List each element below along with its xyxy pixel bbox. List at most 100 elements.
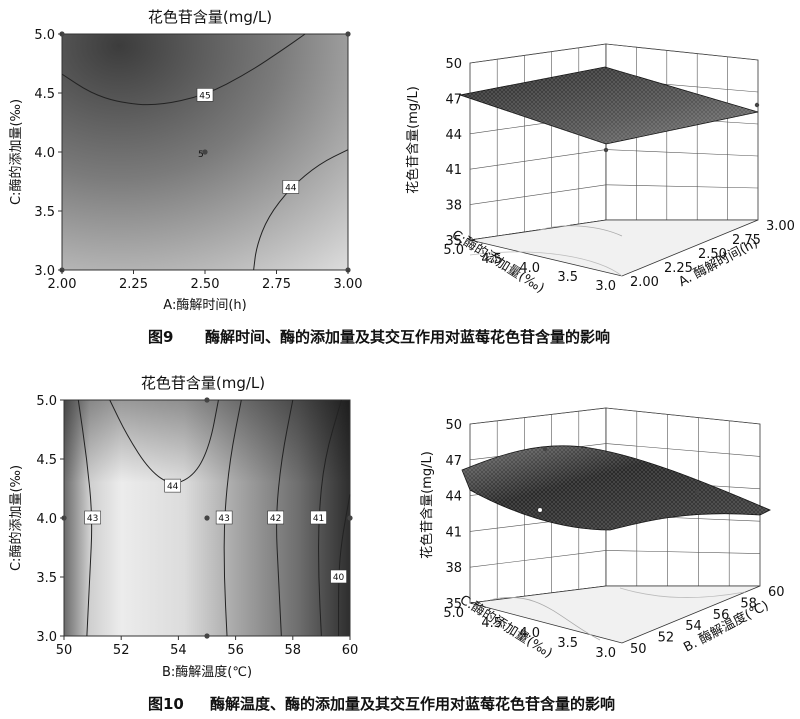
fig9-x3d-tick-label: 2.00 [630, 275, 659, 290]
fig10-y-tick-label: 4.5 [36, 453, 57, 468]
fig10-wall-gridline [469, 407, 607, 425]
fig10-contour-label: 44 [167, 482, 179, 492]
fig10-floor [469, 585, 761, 644]
fig10-x3d-tick-label: 58 [740, 596, 757, 611]
fig9-y-axis-label: C:酶的添加量(‰) [8, 99, 24, 205]
fig9-design-point [345, 31, 351, 37]
fig9-wall-gridline [605, 149, 759, 157]
fig9-center-label: 5 [198, 150, 204, 160]
fig9-x-tick-label: 2.00 [48, 277, 77, 292]
fig9-y3d-tick-label: 4.5 [481, 252, 502, 267]
fig9-z-ticks: 35 38 41 44 47 50 [445, 57, 462, 249]
fig9-z-tick-label: 47 [445, 92, 462, 107]
fig10-contour-line [276, 399, 294, 637]
fig10-contour-lines: 44 43 43 42 41 40 [77, 399, 351, 637]
fig9-x3d-tick-label: 2.25 [664, 261, 693, 276]
fig10-contour-line [223, 399, 242, 637]
fig10-contour-label: 43 [87, 514, 98, 524]
fig9-contour-line [253, 149, 349, 271]
fig10-contour-label: 40 [333, 573, 345, 583]
fig9-design-point [202, 149, 208, 155]
fig9-caption-text: 酶解时间、酶的添加量及其交互作用对蓝莓花色苷含量的影响 [205, 328, 610, 346]
fig9-surface-point [603, 147, 609, 153]
fig10-y-tick-label: 3.0 [36, 630, 57, 645]
fig10-floor-contour [489, 597, 601, 641]
fig10-z-tick-label: 47 [445, 454, 462, 469]
fig9-y-tick-label: 3.5 [34, 205, 55, 220]
fig10-x-tick-label: 58 [285, 643, 302, 658]
fig9-wall-gridline [605, 184, 759, 189]
fig10-z-tick-label: 35 [445, 597, 462, 612]
fig9-floor-contour [539, 225, 623, 237]
fig9-z-axis-label: 花色苷含量(mg/L) [405, 86, 421, 194]
fig10-y3d-tick-label: 5.0 [443, 606, 464, 621]
fig9-contour-label-box [282, 180, 300, 194]
fig9-x-ticks-3d: 2.00 2.25 2.50 2.75 3.00 [630, 219, 795, 290]
fig9-wall-gridline [469, 149, 607, 170]
fig10-wall-gridline [605, 407, 761, 425]
fig10-design-point [204, 633, 210, 639]
fig10-y-tick-label: 4.0 [36, 512, 57, 527]
fig9-x-ticks: 2.00 2.25 2.50 2.75 3.00 [48, 270, 362, 292]
fig9-x-tick-label: 2.25 [119, 277, 148, 292]
fig9-y-ticks-3d: 5.0 4.5 4.0 3.5 3.0 [443, 243, 616, 294]
fig10-contour-plot: 花色苷含量(mg/L) 44 43 43 42 41 40 50 52 54 56 58 60 3.… [8, 374, 358, 680]
fig10-caption-number: 图10 [148, 695, 184, 713]
fig10-x-ticks: 50 52 54 56 58 60 [56, 636, 359, 658]
fig10-y-tick-label: 3.5 [36, 571, 57, 586]
fig10-surface-plot: 35 38 41 44 47 50 50 52 54 56 58 60 5.0 4.5 4.0 3.5 3.… [419, 407, 785, 661]
fig9-contour-line [61, 33, 306, 106]
fig10-design-point [204, 515, 210, 521]
fig10-floor-contour-2 [619, 587, 746, 598]
fig9-contour-lines: 45 44 [61, 33, 349, 271]
fig10-wall-gridline [605, 443, 761, 457]
fig9-floor [469, 219, 759, 277]
fig9-surface-point [754, 102, 760, 108]
fig10-contour-label-box [215, 510, 233, 525]
fig10-wall-gridline [605, 550, 761, 554]
fig9-y3d-tick-label: 3.5 [557, 270, 578, 285]
fig9-contour-label-box [196, 88, 214, 102]
fig10-x3d-tick-label: 56 [713, 608, 730, 623]
fig10-x-axis-label: B:酶解温度(℃) [162, 664, 252, 680]
fig9-contour-label: 45 [199, 91, 210, 101]
fig9-y3d-tick-label: 5.0 [443, 243, 464, 258]
fig9-y3d-tick-label: 4.0 [519, 261, 540, 276]
fig10-contour-label-box [310, 510, 327, 525]
fig10-x-tick-label: 52 [113, 643, 130, 658]
fig9-wall-gridline [469, 43, 607, 64]
fig10-contour-line [338, 494, 351, 636]
fig9-caption-number: 图9 [148, 328, 173, 346]
fig9-x-tick-label: 2.50 [191, 277, 220, 292]
fig9-y-ticks: 3.0 3.5 4.0 4.5 5.0 [34, 28, 62, 279]
fig10-wall-gridline [469, 550, 607, 568]
fig10-contour-label: 42 [270, 514, 281, 524]
fig9-wall-gridline [469, 184, 607, 205]
fig9-surface-plot: 35 38 41 44 47 50 2.00 2.25 2.50 2.75 3.00 5.0 4.5… [405, 43, 795, 296]
fig10-y-ticks-3d: 5.0 4.5 4.0 3.5 3.0 [443, 606, 616, 661]
fig10-y3d-tick-label: 3.0 [595, 646, 616, 661]
fig10-x-tick-label: 50 [56, 643, 73, 658]
fig10-contour-label: 41 [313, 514, 324, 524]
fig9-z-tick-label: 44 [445, 128, 462, 143]
fig10-surface-point [542, 446, 548, 452]
fig10-x-ticks-3d: 50 52 54 56 58 60 [630, 585, 785, 657]
fig9-y3d-tick-label: 3.0 [595, 279, 616, 294]
fig10-x-tick-label: 60 [342, 643, 359, 658]
fig10-z-tick-label: 50 [445, 418, 462, 433]
fig10-contour-line [318, 399, 342, 637]
fig10-surface-point [694, 489, 700, 495]
fig10-design-point [204, 397, 210, 403]
fig10-y-axis-label: C:酶的添加量(‰) [8, 465, 24, 571]
fig10-x3d-tick-label: 54 [685, 619, 702, 634]
fig10-contour-label-box [267, 510, 284, 525]
fig9-wall-gridline [605, 43, 759, 61]
fig10-z-tick-label: 44 [445, 490, 462, 505]
fig10-contour-line [109, 399, 219, 484]
fig10-contour-line [77, 399, 93, 637]
fig9-y-tick-label: 4.0 [34, 146, 55, 161]
fig10-z-axis-label: 花色苷含量(mg/L) [419, 451, 435, 559]
fig10-contour-label: 43 [218, 514, 229, 524]
